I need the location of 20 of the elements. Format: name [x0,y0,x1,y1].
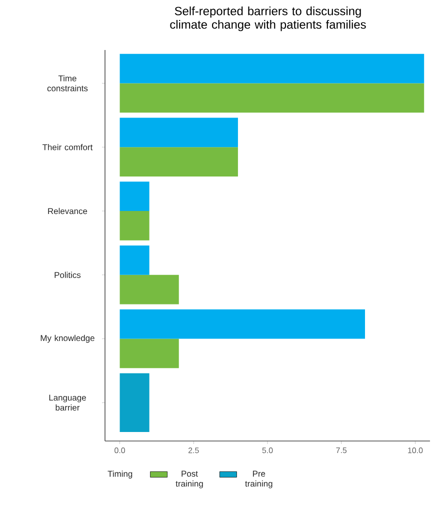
y-tick-label: Relevance [48,208,88,214]
legend-label: Post training [176,470,203,488]
legend-label: Pre training [245,470,272,488]
y-tick-label: Politics [54,272,81,278]
bar [120,246,150,275]
y-tick-label: Language barrier [49,394,86,411]
bar [120,274,179,304]
bar [120,182,150,212]
bar [120,338,179,368]
bar [120,211,150,240]
y-tick-label: My knowledge [40,334,94,343]
bar [120,83,424,113]
bar [120,118,238,148]
legend-title: Timing [108,470,132,478]
bar [120,309,366,339]
bar [120,54,424,84]
y-tick-label: Time constraints [47,75,88,92]
bar [120,147,238,177]
y-tick-label: Their comfort [42,144,93,150]
chart-title: Self-reported barriers to discussing climate change with patients families [170,6,366,32]
